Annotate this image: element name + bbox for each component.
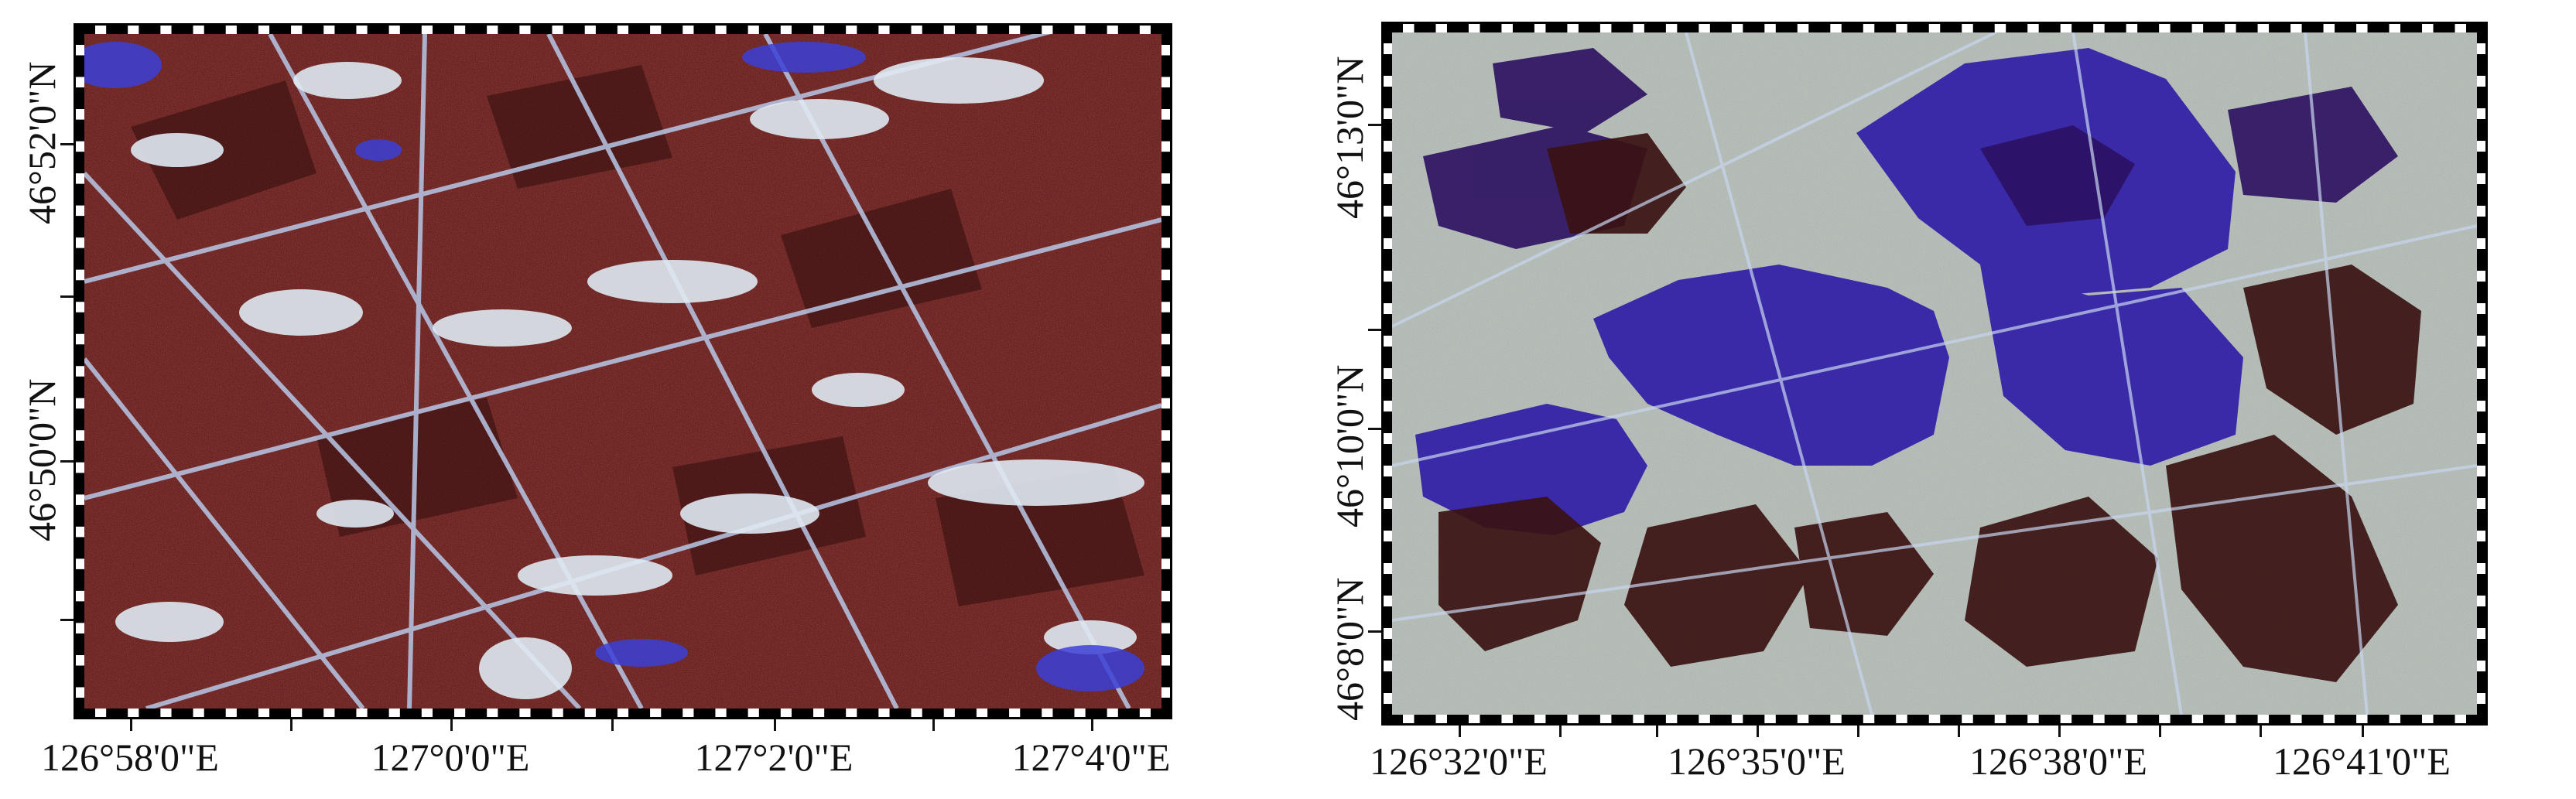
- right-tick-lat-2: [1368, 329, 1381, 331]
- left-tick-lon-5: [774, 719, 776, 731]
- right-map-frame: [1381, 22, 2488, 726]
- left-lon-label-4: 127°4'0"E: [1011, 736, 1171, 779]
- left-lat-label-2: 46°50'0"N: [20, 378, 63, 541]
- right-tick-lon-4: [1757, 726, 1759, 737]
- right-tick-lon-5: [1857, 726, 1859, 737]
- right-lon-label-4: 126°41'0"E: [2273, 739, 2451, 783]
- right-tick-lon-3: [1656, 726, 1658, 737]
- right-tick-lat-4: [1368, 630, 1381, 633]
- right-sar-image: [1392, 32, 2477, 715]
- left-lat-label-1: 46°52'0"N: [20, 61, 63, 224]
- right-tick-lon-6: [1958, 726, 1960, 737]
- left-tick-lon-4: [611, 719, 614, 731]
- left-tick-lat-3: [60, 460, 74, 463]
- left-tick-lon-3: [450, 719, 453, 731]
- right-lon-label-1: 126°32'0"E: [1370, 739, 1548, 783]
- left-map-panel: 126°58'0"E 127°0'0"E 127°2'0"E 127°4'0"E…: [0, 0, 1207, 799]
- right-lat-label-1: 46°13'0"N: [1328, 56, 1371, 219]
- left-tick-lat-4: [60, 619, 74, 621]
- right-lat-label-2: 46°10'0"N: [1328, 364, 1371, 528]
- left-tick-lat-1: [60, 143, 74, 145]
- left-tick-lon-2: [290, 719, 292, 731]
- right-tick-lat-3: [1368, 428, 1381, 430]
- right-tick-lon-7: [2058, 726, 2061, 737]
- left-tick-lon-1: [130, 719, 132, 731]
- right-tick-lon-10: [2362, 726, 2364, 737]
- right-tick-lon-1: [1459, 726, 1461, 737]
- right-lon-label-2: 126°35'0"E: [1668, 739, 1846, 783]
- right-lon-label-3: 126°38'0"E: [1969, 739, 2147, 783]
- right-tick-lat-1: [1368, 124, 1381, 126]
- left-lon-label-2: 127°0'0"E: [371, 736, 530, 779]
- left-map-frame: [74, 23, 1172, 719]
- left-lon-label-3: 127°2'0"E: [694, 736, 854, 779]
- right-tick-lon-9: [2260, 726, 2262, 737]
- right-map-panel: 126°32'0"E 126°35'0"E 126°38'0"E 126°41'…: [1285, 0, 2576, 799]
- left-tick-lat-2: [60, 295, 74, 298]
- left-lon-label-1: 126°58'0"E: [41, 736, 219, 779]
- right-tick-lon-8: [2159, 726, 2161, 737]
- left-sar-image: [84, 34, 1161, 709]
- left-tick-lon-6: [932, 719, 935, 731]
- right-lat-label-3: 46°8'0"N: [1328, 577, 1371, 721]
- left-tick-lon-7: [1091, 719, 1093, 731]
- right-tick-lon-2: [1559, 726, 1562, 737]
